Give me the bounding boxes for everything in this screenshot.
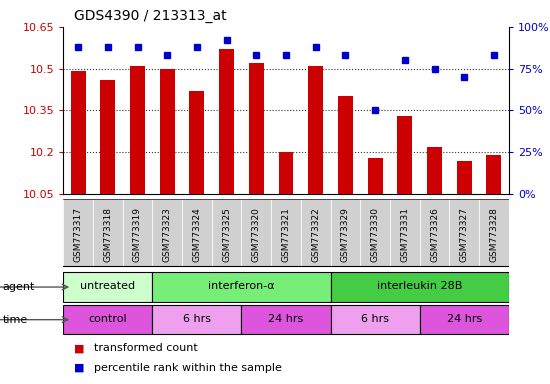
Text: transformed count: transformed count [94,343,197,353]
Bar [420,199,449,266]
Bar [331,272,509,302]
Bar [212,199,241,266]
Bar [63,199,93,266]
Bar [360,199,390,266]
Bar [271,199,301,266]
Text: ■: ■ [74,343,85,353]
Bar [249,63,264,194]
Text: GDS4390 / 213313_at: GDS4390 / 213313_at [74,9,227,23]
Text: interleukin 28B: interleukin 28B [377,281,463,291]
Text: GSM773324: GSM773324 [192,207,201,262]
Text: GSM773322: GSM773322 [311,207,320,262]
Text: GSM773325: GSM773325 [222,207,231,262]
Bar [390,199,420,266]
Bar [160,69,174,194]
Text: GSM773320: GSM773320 [252,207,261,262]
Bar [278,152,294,194]
Text: GSM773326: GSM773326 [430,207,439,262]
Text: GSM773330: GSM773330 [371,207,380,262]
Bar [367,158,383,194]
Bar [70,71,85,194]
Bar [331,199,360,266]
Bar [63,305,152,334]
Text: GSM773328: GSM773328 [490,207,498,262]
Bar [487,155,502,194]
Text: percentile rank within the sample: percentile rank within the sample [94,363,282,373]
Text: 6 hrs: 6 hrs [183,314,211,324]
Bar [427,147,442,194]
Bar [331,305,420,334]
Text: interferon-α: interferon-α [208,281,275,291]
Bar [397,116,412,194]
Text: ■: ■ [74,363,85,373]
Bar [241,305,331,334]
Text: GSM773323: GSM773323 [163,207,172,262]
Text: control: control [89,314,127,324]
Bar [308,66,323,194]
Text: agent: agent [3,282,35,292]
Bar [130,66,145,194]
Text: GSM773329: GSM773329 [341,207,350,262]
Text: GSM773317: GSM773317 [74,207,82,262]
Text: GSM773321: GSM773321 [282,207,290,262]
Bar [189,91,205,194]
Bar [241,199,271,266]
Bar [152,305,241,334]
Text: untreated: untreated [80,281,135,291]
Text: GSM773327: GSM773327 [460,207,469,262]
Text: 24 hrs: 24 hrs [447,314,482,324]
Bar [152,199,182,266]
Text: time: time [3,314,28,325]
Bar [123,199,152,266]
Text: GSM773318: GSM773318 [103,207,112,262]
Bar [456,161,472,194]
Text: GSM773319: GSM773319 [133,207,142,262]
Text: 6 hrs: 6 hrs [361,314,389,324]
Bar [219,49,234,194]
Bar [449,199,479,266]
Bar [301,199,331,266]
Bar [338,96,353,194]
Bar [100,80,116,194]
Bar [420,305,509,334]
Text: 24 hrs: 24 hrs [268,314,304,324]
Text: GSM773331: GSM773331 [400,207,409,262]
Bar [182,199,212,266]
Bar [479,199,509,266]
Bar [63,272,152,302]
Bar [152,272,331,302]
Bar [93,199,123,266]
